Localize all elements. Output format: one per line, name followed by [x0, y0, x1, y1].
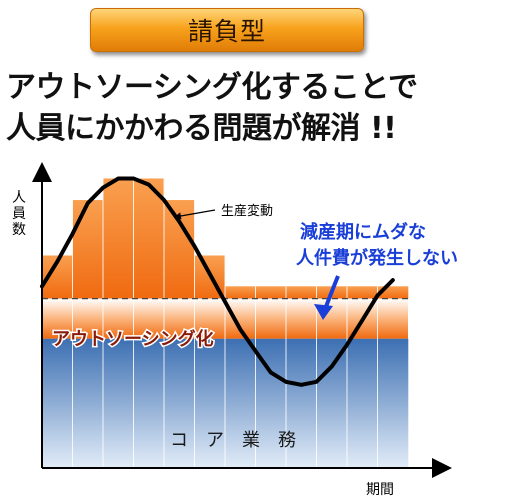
headline-line-2: 人員にかかわる問題が解消 !!	[6, 111, 397, 146]
variable-bar-2	[72, 200, 104, 299]
variable-bar-4	[133, 178, 165, 299]
callout-arrow-head	[314, 304, 333, 320]
outsourcing-label: アウトソーシング化	[52, 328, 214, 350]
core-bar-3	[103, 338, 134, 468]
y-axis-label: 人員数	[12, 190, 26, 238]
core-bar-4	[133, 338, 165, 468]
callout-line-2: 人件費が発生しない	[296, 247, 458, 269]
variable-bar-3	[103, 178, 134, 299]
callout-line-1: 減産期にムダな	[300, 221, 426, 243]
bars-group	[42, 178, 409, 468]
bar-dividers	[72, 178, 378, 468]
curve-label-pointer	[173, 209, 216, 220]
core-bar-1	[42, 338, 73, 468]
contract-type-badge: 請負型	[90, 8, 364, 52]
core-bar-10	[316, 338, 348, 468]
variable-bar-11	[347, 286, 378, 299]
core-bar-9	[286, 338, 317, 468]
variable-bar-8	[255, 286, 287, 299]
core-bar-5	[164, 338, 195, 468]
core-bar-6	[194, 338, 226, 468]
headline-line-1: アウトソーシング化することで	[6, 70, 418, 105]
production-fluctuation-curve	[40, 176, 395, 387]
variable-bar-7	[225, 286, 256, 299]
core-bar-12	[377, 338, 409, 468]
badge-label: 請負型	[187, 17, 266, 46]
x-axis-label: 期間	[366, 482, 394, 498]
core-bar-7	[225, 338, 256, 468]
core-business-label: コア業務	[170, 430, 314, 451]
variable-bar-9	[286, 286, 317, 299]
curve-label: 生産変動	[221, 203, 273, 219]
core-bar-11	[347, 338, 378, 468]
core-bar-2	[72, 338, 104, 468]
